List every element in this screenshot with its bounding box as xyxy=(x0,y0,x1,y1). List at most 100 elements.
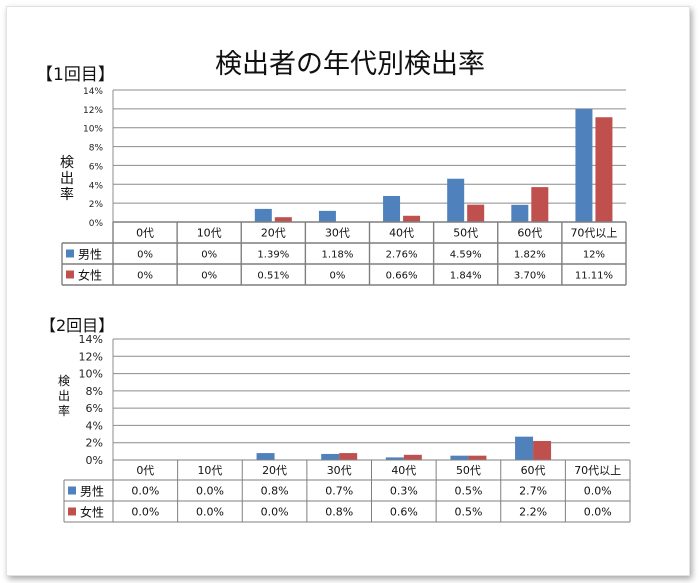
panel-2-category-label: 50代 xyxy=(456,464,481,477)
panel-1-y-tick-label: 8% xyxy=(89,144,104,154)
panel-2-y-tick-label: 8% xyxy=(86,385,103,398)
panel-2-y-tick-label: 6% xyxy=(86,402,103,415)
panel-1-legend-label-male: 男性 xyxy=(78,248,102,262)
panel-1-value-female: 0% xyxy=(330,271,346,282)
panel-2-legend-label-male: 男性 xyxy=(80,485,104,499)
panel-2-value-male: 0.7% xyxy=(325,485,353,498)
panel-2-category-label: 70代以上 xyxy=(574,464,621,477)
panel-2-legend-swatch-male xyxy=(68,486,76,495)
panel-1-y-tick-label: 6% xyxy=(89,162,104,172)
panel-1-bar-female xyxy=(403,215,421,222)
panel-1-value-female: 0% xyxy=(137,271,153,282)
panel-1-y-tick-label: 14% xyxy=(83,87,103,97)
panel-1-value-female: 0.66% xyxy=(386,271,418,282)
panel-2-bar-male xyxy=(256,453,275,460)
panel-2-value-male: 0.0% xyxy=(196,485,224,498)
panel-2-legend-label-female: 女性 xyxy=(80,505,104,520)
panel-1-bar-male xyxy=(511,204,529,222)
panel-1-bar-female xyxy=(274,217,292,222)
panel-2-category-label: 20代 xyxy=(262,464,287,477)
panel-1-y-tick-label: 2% xyxy=(89,200,104,210)
panel-1-category-label: 40代 xyxy=(389,227,414,240)
panel-2-value-female: 0.5% xyxy=(454,506,482,519)
panel-1-value-male: 4.59% xyxy=(450,250,482,261)
panel-2-legend-swatch-female xyxy=(68,507,76,516)
panel-1-category-label: 50代 xyxy=(453,227,478,240)
panel-2-category-label: 0代 xyxy=(136,464,154,477)
panel-1-y-tick-label: 4% xyxy=(89,181,104,191)
panel-2-bar-female xyxy=(468,455,487,460)
panel-1-value-male: 1.82% xyxy=(514,250,546,261)
panel-1-label: 【1回目】 xyxy=(36,65,115,85)
panel-2-value-male: 0.5% xyxy=(454,485,482,498)
panel-2-bar-female xyxy=(339,453,358,460)
panel-1-bar-male xyxy=(383,195,401,222)
panel-1-value-male: 12% xyxy=(583,250,605,261)
figure-frame xyxy=(6,6,690,576)
panel-2-y-tick-label: 10% xyxy=(79,368,103,381)
panel-2-y-axis-label-char: 検 xyxy=(58,374,70,388)
panel-2-value-female: 0.0% xyxy=(196,506,224,519)
panel-1-category-label: 30代 xyxy=(325,227,350,240)
panel-2-value-female: 0.8% xyxy=(325,506,353,519)
panel-2-value-male: 0.0% xyxy=(131,485,159,498)
panel-1-value-female: 3.70% xyxy=(514,271,546,282)
panel-1-bar-female xyxy=(595,117,613,222)
panel-1-bar-male xyxy=(447,178,465,222)
panel-1-legend-swatch-female xyxy=(66,270,74,279)
panel-2-category-label: 30代 xyxy=(327,464,352,477)
panel-2-label: 【2回目】 xyxy=(40,316,114,335)
panel-1-value-male: 2.76% xyxy=(386,250,418,261)
panel-2-category-label: 60代 xyxy=(521,464,546,477)
panel-1-value-female: 0.51% xyxy=(257,271,289,282)
main-title: 検出者の年代別検出率 xyxy=(215,49,485,80)
panel-1-value-female: 1.84% xyxy=(450,271,482,282)
panel-1-bar-female xyxy=(531,187,549,222)
panel-2-value-female: 0.6% xyxy=(390,506,418,519)
panel-2-value-female: 0.0% xyxy=(261,506,289,519)
panel-2-y-tick-label: 2% xyxy=(86,437,103,450)
panel-2-y-tick-label: 14% xyxy=(79,333,103,346)
panel-1-bar-male xyxy=(254,208,272,222)
panel-1-y-tick-label: 0% xyxy=(89,219,104,229)
panel-2-y-tick-label: 12% xyxy=(79,350,103,363)
panel-1-value-female: 0% xyxy=(201,271,217,282)
panel-2-y-axis-label-char: 率 xyxy=(58,403,70,418)
panel-1-bar-male xyxy=(575,108,593,222)
panel-1-y-axis-label-char: 検 xyxy=(60,155,74,171)
panel-1-category-label: 70代以上 xyxy=(570,227,617,240)
panel-2-y-axis-label-char: 出 xyxy=(58,389,70,403)
panel-1-value-male: 1.18% xyxy=(322,250,354,261)
panel-2-bar-male xyxy=(321,453,340,460)
panel-1-category-label: 0代 xyxy=(136,227,154,240)
panel-2-category-label: 40代 xyxy=(391,464,416,477)
panel-1-y-axis-label-char: 出 xyxy=(60,171,74,187)
panel-1-y-axis-label-char: 率 xyxy=(60,186,74,203)
panel-2-value-female: 2.2% xyxy=(519,506,547,519)
panel-1-y-tick-label: 12% xyxy=(83,106,103,116)
panel-2-bar-male xyxy=(450,455,469,460)
panel-2-y-tick-label: 0% xyxy=(86,454,103,467)
panel-2-category-label: 10代 xyxy=(197,464,222,477)
panel-2-bar-female xyxy=(403,454,422,460)
panel-1-value-male: 0% xyxy=(137,250,153,261)
panel-2-value-male: 2.7% xyxy=(519,485,547,498)
panel-2-value-male: 0.0% xyxy=(584,485,612,498)
panel-1-bar-male xyxy=(318,210,336,222)
panel-2-value-female: 0.0% xyxy=(131,506,159,519)
panel-1-bar-female xyxy=(467,204,485,222)
panel-1-category-label: 20代 xyxy=(261,227,286,240)
panel-2-value-male: 0.8% xyxy=(261,485,289,498)
panel-1-value-female: 11.11% xyxy=(575,271,613,282)
panel-1-category-label: 60代 xyxy=(517,227,542,240)
panel-1-value-male: 0% xyxy=(201,250,217,261)
panel-1-legend-label-female: 女性 xyxy=(78,268,102,283)
panel-2-bar-male xyxy=(385,457,404,460)
panel-2-value-female: 0.0% xyxy=(584,506,612,519)
panel-2-bar-female xyxy=(533,440,552,460)
panel-1-legend-swatch-male xyxy=(66,249,74,258)
panel-1-y-tick-label: 10% xyxy=(83,125,103,135)
panel-1-value-male: 1.39% xyxy=(257,250,289,261)
